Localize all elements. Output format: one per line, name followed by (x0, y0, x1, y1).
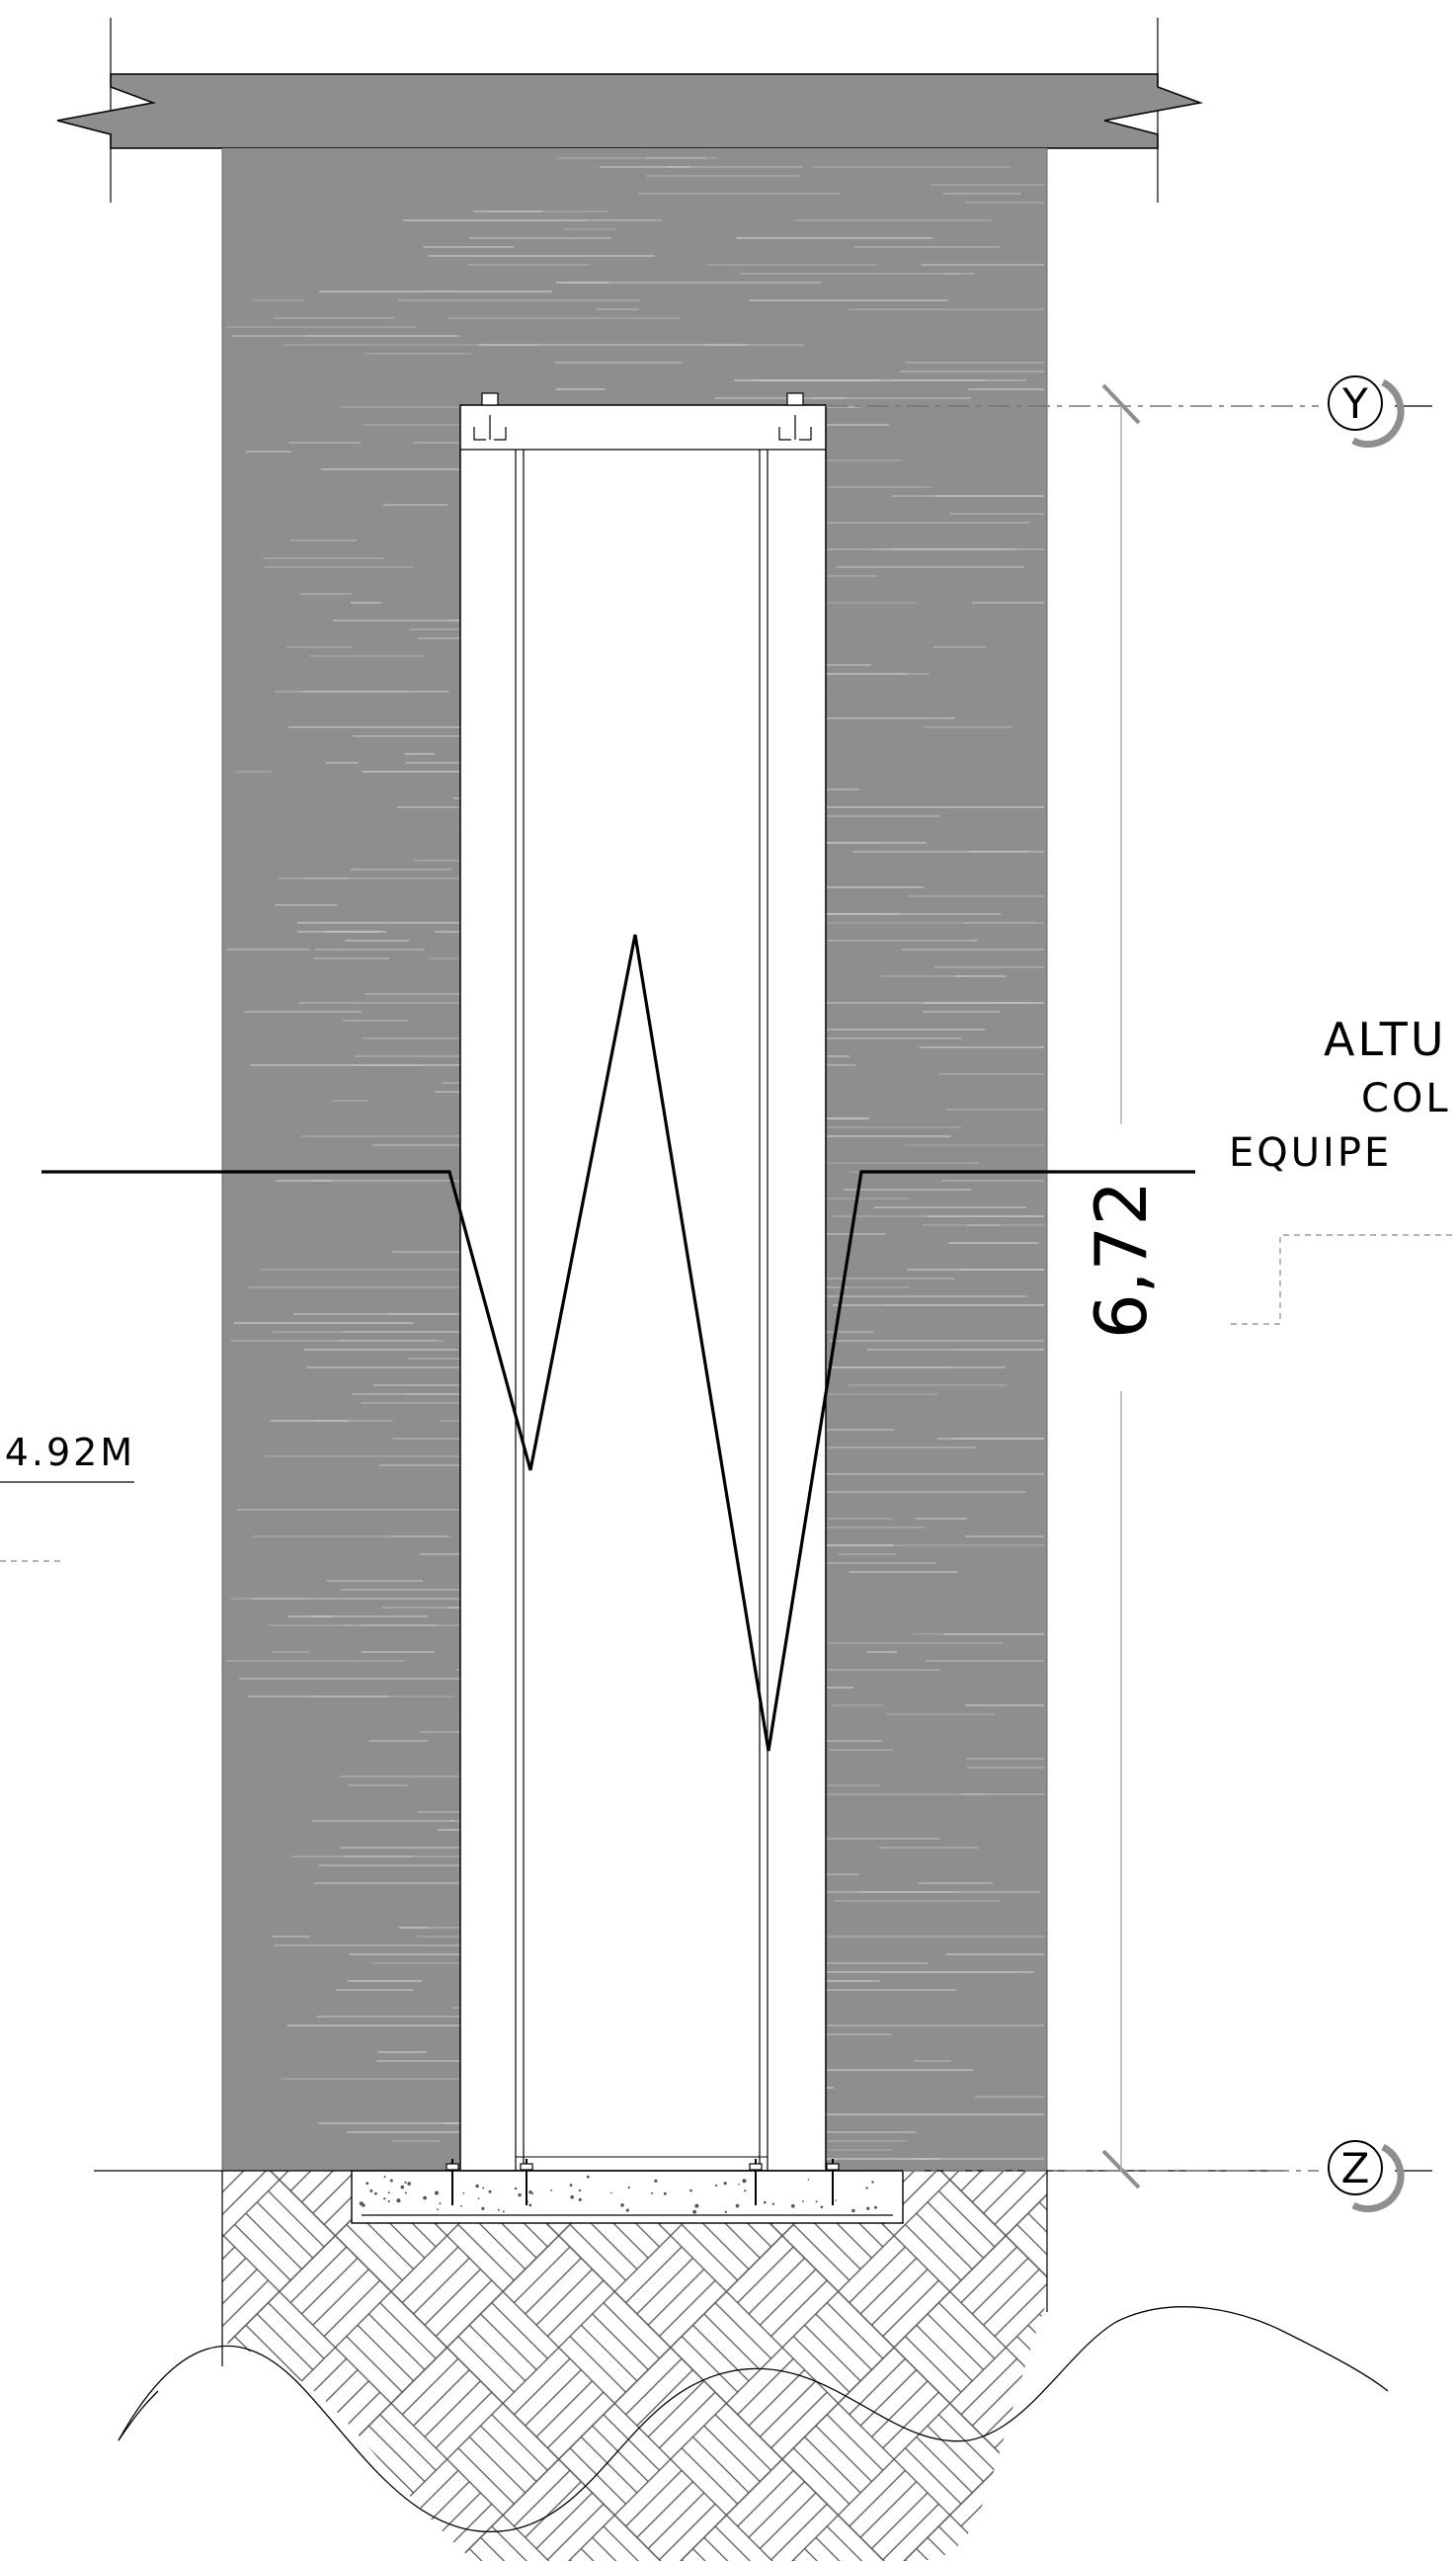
concrete-aggregate (359, 2175, 877, 2214)
level-text: -4.92M (0, 1431, 135, 1474)
grid-label-z: Z (1341, 2144, 1370, 2192)
grid-marker-z: Z (1328, 2140, 1405, 2213)
soil-section (118, 2171, 1389, 2561)
dimension-value: 6,72 (1080, 1181, 1163, 1339)
height-dimension: 6,72 (1080, 406, 1163, 2171)
grid-label-y: Y (1341, 379, 1368, 428)
level-annotation: -4.92M (0, 1431, 135, 1562)
grid-marker-y: Y (1328, 375, 1405, 449)
note-line-2: COL (1361, 1076, 1451, 1121)
steel-column (459, 392, 827, 2172)
top-slab (56, 18, 1203, 203)
footing (351, 2159, 904, 2224)
note-line-1: ALTU (1324, 1013, 1447, 1066)
equipment-note: ALTU COL EQUIPE (1229, 1013, 1456, 1325)
break-line (41, 934, 1195, 1752)
note-line-3: EQUIPE (1229, 1130, 1392, 1176)
anchor-bolts (445, 2159, 840, 2205)
